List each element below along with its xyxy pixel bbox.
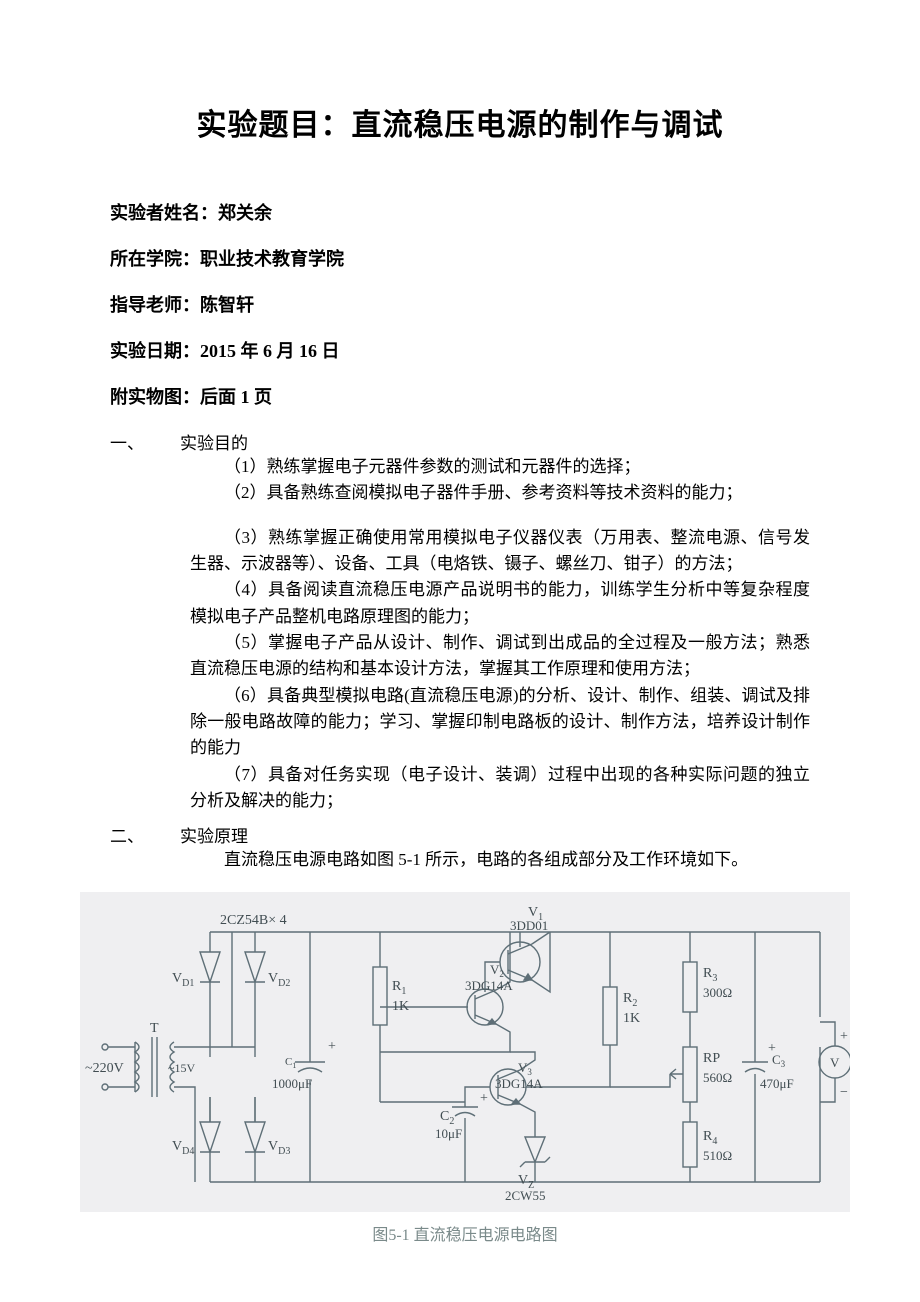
section-1-body: （1）熟练掌握电子元器件参数的测试和元器件的选择； （2）具备熟练查阅模拟电子器… [190,454,810,814]
label-v3-model: 3DG14A [495,1076,543,1091]
objective-6: （6）具备典型模拟电路(直流稳压电源)的分析、设计、制作、组装、调试及排除一般电… [190,683,810,762]
label-15v: ~15V [168,1061,195,1075]
label-vz-model: 2CW55 [505,1188,545,1203]
objective-4: （4）具备阅读直流稳压电源产品说明书的能力，训练学生分析中等复杂程度模拟电子产品… [190,577,810,630]
label-voltmeter: V [830,1055,840,1070]
label-c3-val: 470μF [760,1076,794,1091]
college: 所在学院：职业技术教育学院 [110,245,810,271]
section-2-body: 直流稳压电源电路如图 5-1 所示，电路的各组成部分及工作环境如下。 [190,847,810,873]
label-v2-model: 3DG14A [465,978,513,993]
principle-intro: 直流稳压电源电路如图 5-1 所示，电路的各组成部分及工作环境如下。 [190,847,810,873]
label-c1-val: 1000μF [272,1076,312,1091]
label-rp-val: 560Ω [703,1070,732,1085]
objective-1: （1）熟练掌握电子元器件参数的测试和元器件的选择； [190,454,810,480]
label-rp: RP [703,1051,720,1066]
label-r1-val: 1K [392,999,409,1014]
section-2-number: 二、 [110,822,180,847]
label-r2-val: 1K [623,1011,640,1026]
circuit-svg: 2CZ54B× 4 VD1 VD2 VD4 VD3 T ~220V ~15V C… [80,892,850,1212]
objective-7: （7）具备对任务实现（电子设计、装调）过程中出现的各种实际问题的独立分析及解决的… [190,762,810,815]
section-2-header: 二、 实验原理 [110,822,810,847]
label-c3-plus: + [768,1041,776,1056]
label-r4-val: 510Ω [703,1148,732,1163]
advisor: 指导老师：陈智轩 [110,291,810,317]
section-2-title: 实验原理 [180,822,248,847]
objective-3: （3）熟练掌握正确使用常用模拟电子仪器仪表（万用表、整流电源、信号发生器、示波器… [190,525,810,578]
label-c1-plus: + [328,1039,336,1054]
label-v1-model: 3DD01 [510,918,548,933]
label-c2-plus: + [480,1091,488,1106]
label-c2-val: 10μF [435,1126,462,1141]
section-1-number: 一、 [110,429,180,454]
experimenter-name: 实验者姓名：郑关余 [110,199,810,225]
label-t: T [150,1021,159,1036]
section-1-title: 实验目的 [180,429,248,454]
section-1-header: 一、 实验目的 [110,429,810,454]
attachment-note: 附实物图：后面 1 页 [110,383,810,409]
objective-5: （5）掌握电子产品从设计、制作、调试到出成品的全过程及一般方法；熟悉直流稳压电源… [190,630,810,683]
document-title: 实验题目：直流稳压电源的制作与调试 [110,100,810,144]
figure-caption: 图5-1 直流稳压电源电路图 [80,1221,850,1245]
experiment-date: 实验日期：2015 年 6 月 16 日 [110,337,810,363]
label-r3-val: 300Ω [703,985,732,1000]
label-bridge: 2CZ54B× 4 [220,913,287,928]
circuit-diagram: 2CZ54B× 4 VD1 VD2 VD4 VD3 T ~220V ~15V C… [80,892,850,1245]
label-220v: ~220V [85,1061,124,1076]
label-v-plus: + [840,1029,848,1044]
meta-block: 实验者姓名：郑关余 所在学院：职业技术教育学院 指导老师：陈智轩 实验日期：20… [110,199,810,409]
objective-2: （2）具备熟练查阅模拟电子器件手册、参考资料等技术资料的能力； [190,480,810,506]
label-v-minus: − [840,1085,848,1100]
